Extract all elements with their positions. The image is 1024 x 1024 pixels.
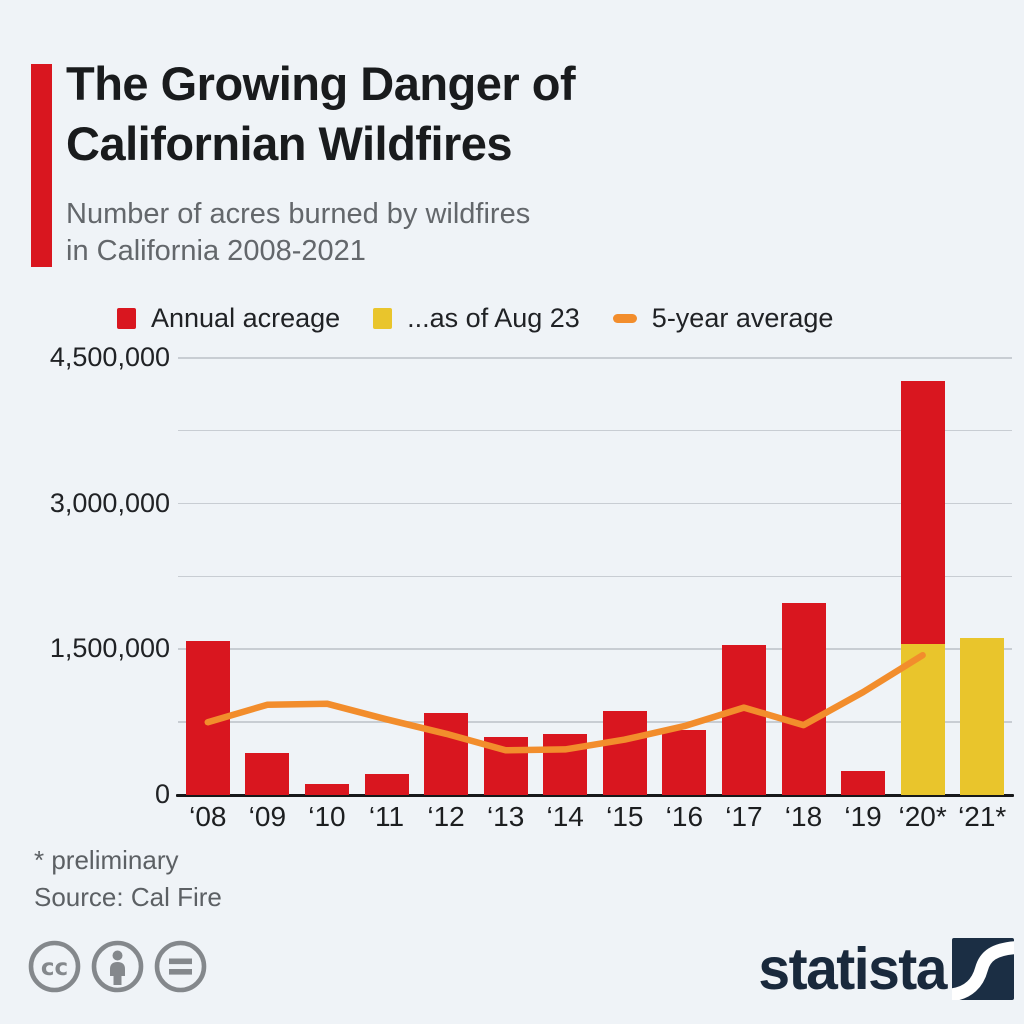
bar-annual-10	[304, 784, 349, 795]
legend-swatch-yellow-icon	[373, 307, 393, 329]
gridline	[178, 429, 1012, 432]
chart-subtitle: Number of acres burned by wildfires in C…	[66, 196, 530, 270]
plot-area	[176, 357, 1014, 797]
legend-label: 5-year average	[651, 302, 834, 333]
gridline	[178, 502, 1012, 505]
five-year-average-line	[204, 651, 926, 754]
subtitle-line-1: Number of acres burned by wildfires	[66, 198, 531, 230]
statista-branding: statista	[758, 935, 1014, 1003]
bar-annual-09	[245, 753, 290, 795]
page-title: The Growing Danger of Californian Wildfi…	[66, 54, 576, 174]
legend-label: Annual acreage	[151, 302, 341, 333]
gridline	[178, 648, 1012, 650]
title-line-2: Californian Wildfires	[66, 117, 513, 170]
x-tick-label: ‘18	[784, 801, 823, 832]
bar-annual-15	[602, 710, 647, 795]
svg-text:cc: cc	[41, 955, 68, 981]
y-tick-label: 4,500,000	[49, 342, 170, 372]
legend: Annual acreage ...as of Aug 23 5-year av…	[117, 303, 833, 333]
x-tick-label: ‘21*	[958, 801, 1007, 832]
attribution-person-icon	[91, 940, 144, 993]
x-tick-label: ‘10	[308, 801, 346, 832]
bar-annual-16	[662, 729, 707, 795]
footnote-preliminary: * preliminary	[34, 845, 179, 875]
equals-icon	[154, 940, 207, 993]
x-tick-label: ‘11	[368, 801, 405, 832]
legend-swatch-orange-dash-icon	[612, 313, 637, 323]
x-axis-line	[176, 794, 1014, 797]
x-tick-label: ‘14	[546, 801, 584, 832]
y-tick-label: 1,500,000	[49, 633, 170, 664]
y-tick-label: 3,000,000	[49, 487, 170, 518]
bar-annual-17	[721, 645, 766, 795]
bar-annual-11	[364, 773, 409, 795]
subtitle-line-2: in California 2008-2021	[66, 235, 366, 267]
x-tick-label: ‘08	[189, 801, 227, 832]
statista-logo-icon	[952, 938, 1014, 1000]
source-note: Source: Cal Fire	[34, 882, 222, 912]
x-tick-label: ‘15	[606, 801, 644, 832]
legend-swatch-red-icon	[117, 307, 136, 329]
y-tick-label: 0	[154, 779, 170, 809]
cc-icon: cc	[28, 940, 81, 993]
license-icons: cc	[28, 940, 207, 993]
x-tick-label: ‘20*	[898, 801, 947, 832]
x-tick-label: ‘17	[725, 801, 763, 832]
legend-item-as-of-aug-23: ...as of Aug 23	[373, 303, 580, 334]
gridline	[178, 357, 1012, 359]
bar-annual-18	[781, 602, 826, 795]
bar-annual-19	[841, 770, 886, 795]
bar-asof-21	[960, 637, 1005, 795]
x-tick-label: ‘19	[844, 801, 882, 832]
legend-item-annual-acreage: Annual acreage	[117, 303, 340, 334]
legend-label: ...as of Aug 23	[407, 302, 580, 333]
statista-wordmark: statista	[758, 935, 947, 1003]
x-tick-label: ‘16	[665, 801, 704, 832]
bar-asof-20	[900, 644, 945, 795]
x-tick-label: ‘09	[248, 801, 287, 832]
legend-item-5-year-average: 5-year average	[612, 302, 834, 334]
title-accent-bar	[31, 64, 52, 267]
gridline	[178, 575, 1012, 577]
title-line-1: The Growing Danger of	[66, 57, 576, 110]
gridline	[178, 721, 1012, 723]
x-tick-label: ‘13	[486, 801, 525, 832]
x-tick-label: ‘12	[427, 801, 465, 832]
